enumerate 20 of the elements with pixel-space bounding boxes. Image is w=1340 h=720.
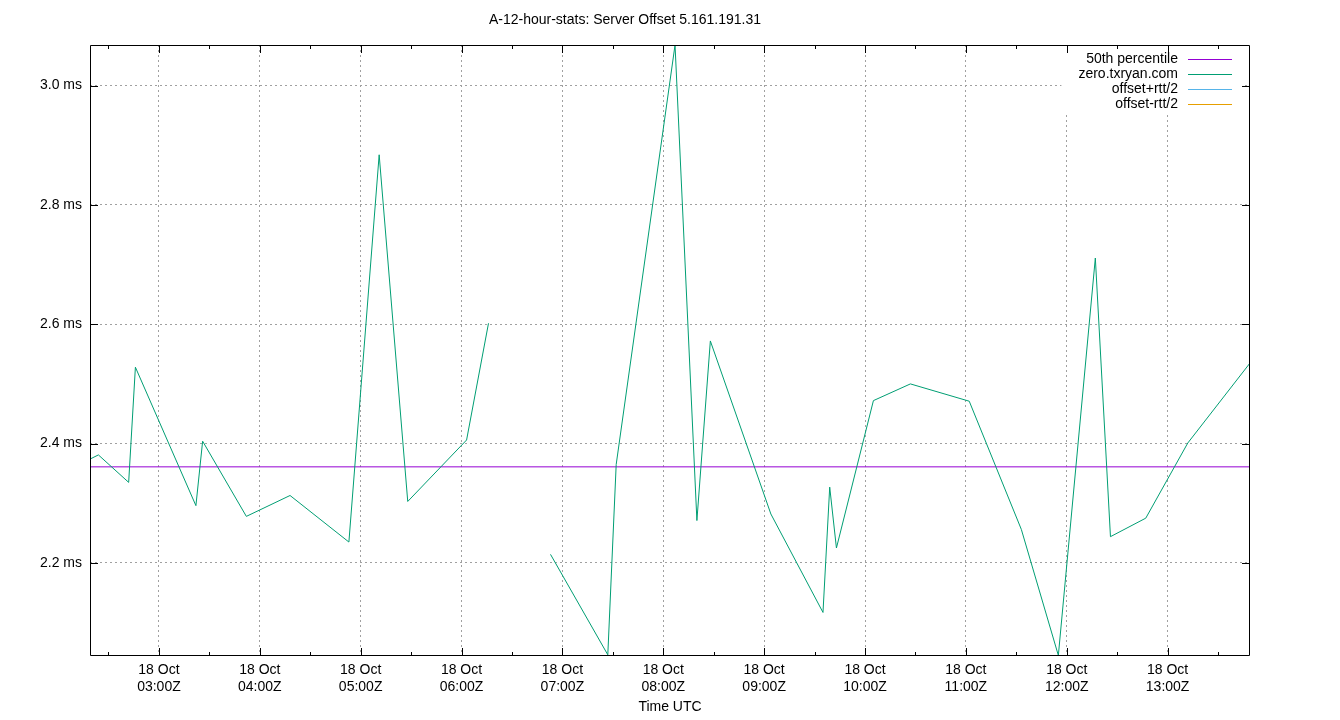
x-tick-label: 18 Oct 04:00Z	[238, 661, 283, 695]
y-tick-label: 2.2 ms	[39, 553, 82, 570]
x-tick-label: 18 Oct 10:00Z	[843, 661, 888, 695]
x-tick-label: 18 Oct 09:00Z	[742, 661, 787, 695]
x-tick-label: 18 Oct 12:00Z	[1044, 661, 1089, 695]
x-tick-label: 18 Oct 07:00Z	[540, 661, 585, 695]
legend-label: offset-rtt/2	[1115, 94, 1179, 111]
x-tick-label: 18 Oct 03:00Z	[137, 661, 182, 695]
y-tick-label: 3.0 ms	[39, 76, 82, 93]
chart-title: A-12-hour-stats: Server Offset 5.161.191.31	[488, 11, 762, 28]
x-tick-label: 18 Oct 05:00Z	[338, 661, 383, 695]
x-tick-label: 18 Oct 08:00Z	[641, 661, 686, 695]
x-axis-title: Time UTC	[638, 698, 702, 715]
y-tick-label: 2.6 ms	[39, 315, 82, 332]
legend-label: 50th percentile	[1086, 49, 1179, 66]
y-tick-label: 2.4 ms	[39, 434, 82, 451]
x-tick-label: 18 Oct 11:00Z	[944, 661, 988, 695]
y-tick-label: 2.8 ms	[39, 195, 82, 212]
x-tick-label: 18 Oct 13:00Z	[1145, 661, 1190, 695]
x-tick-label: 18 Oct 06:00Z	[439, 661, 484, 695]
